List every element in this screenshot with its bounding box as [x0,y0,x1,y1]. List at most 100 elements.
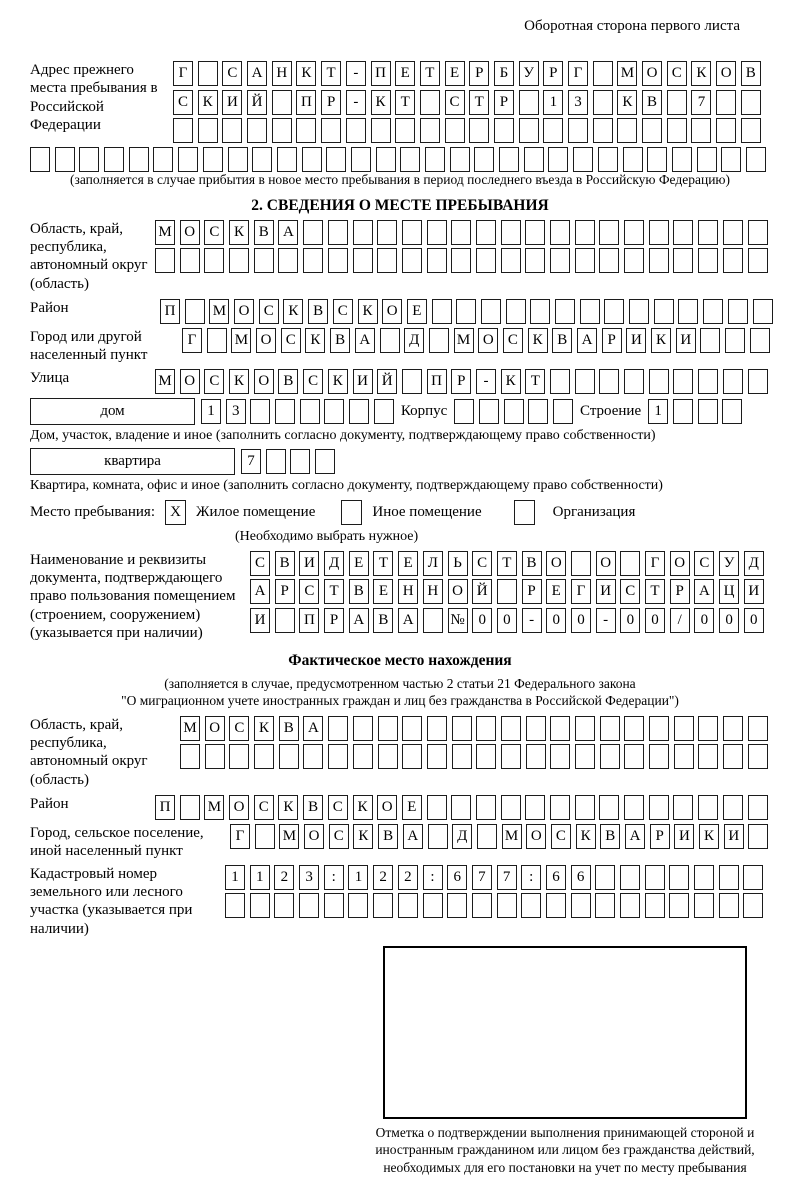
char-cell[interactable]: К [254,715,275,741]
char-cell[interactable] [740,118,761,143]
char-cell[interactable]: О [478,328,499,354]
char-cell[interactable] [252,147,273,172]
char-cell[interactable]: Б [493,61,514,86]
char-cell[interactable] [326,147,347,172]
char-cell[interactable] [624,795,645,821]
char-cell[interactable]: С [303,368,324,394]
char-cell[interactable] [721,147,742,172]
char-cell[interactable]: 1 [225,864,245,890]
char-cell[interactable]: Г [182,328,202,354]
char-cell[interactable] [204,248,225,274]
char-cell[interactable] [315,448,336,474]
char-cell[interactable] [669,893,690,919]
char-cell[interactable]: Г [173,61,193,86]
char-cell[interactable] [54,147,75,172]
char-cell[interactable] [696,147,717,172]
char-cell[interactable]: В [303,795,324,821]
char-cell[interactable] [747,248,768,274]
char-cell[interactable] [599,744,620,770]
char-cell[interactable]: О [447,579,468,605]
char-cell[interactable]: В [278,715,299,741]
char-cell[interactable]: А [247,61,268,86]
char-cell[interactable]: 0 [620,607,641,633]
char-cell[interactable] [447,893,468,919]
char-cell[interactable] [427,824,448,850]
char-cell[interactable] [444,118,465,143]
char-cell[interactable]: К [370,89,391,115]
char-cell[interactable]: Е [401,795,422,821]
char-cell[interactable]: А [402,824,423,850]
char-cell[interactable] [570,550,591,576]
char-cell[interactable] [669,864,690,890]
char-cell[interactable]: О [595,550,616,576]
char-cell[interactable]: К [327,368,348,394]
char-cell[interactable] [229,744,250,770]
char-cell[interactable]: К [197,89,218,115]
char-cell[interactable] [599,368,620,394]
checkbox-residential[interactable]: X [165,499,186,525]
char-cell[interactable]: О [642,61,663,86]
char-cell[interactable] [648,795,669,821]
char-cell[interactable]: Р [601,328,622,354]
char-cell[interactable] [543,118,564,143]
char-cell[interactable] [747,219,768,245]
char-cell[interactable] [747,368,768,394]
char-cell[interactable] [471,893,492,919]
char-cell[interactable]: О [526,824,547,850]
char-cell[interactable] [694,893,715,919]
char-cell[interactable]: Й [377,368,398,394]
char-cell[interactable]: - [521,607,542,633]
char-cell[interactable]: У [719,550,740,576]
char-cell[interactable] [493,118,514,143]
char-cell[interactable] [678,299,699,325]
char-cell[interactable] [624,219,645,245]
char-cell[interactable]: Р [451,368,472,394]
char-cell[interactable] [743,864,764,890]
char-cell[interactable]: К [651,328,672,354]
char-cell[interactable] [500,219,521,245]
char-cell[interactable]: 1 [249,864,270,890]
char-cell[interactable]: К [357,299,378,325]
char-cell[interactable]: Г [570,579,591,605]
char-cell[interactable] [555,299,575,325]
char-cell[interactable]: 0 [472,607,493,633]
char-cell[interactable] [303,744,324,770]
char-cell[interactable]: К [691,61,712,86]
char-cell[interactable]: Д [324,550,345,576]
char-cell[interactable]: С [204,368,225,394]
char-cell[interactable] [454,398,475,424]
char-cell[interactable] [500,248,521,274]
char-cell[interactable] [104,147,125,172]
char-cell[interactable] [402,744,423,770]
char-cell[interactable] [545,893,566,919]
char-cell[interactable]: С [666,61,687,86]
char-cell[interactable] [653,299,674,325]
char-cell[interactable] [349,398,370,424]
char-cell[interactable] [179,795,200,821]
char-cell[interactable]: О [382,299,403,325]
char-cell[interactable] [723,744,744,770]
char-cell[interactable]: М [279,824,300,850]
char-cell[interactable] [478,398,499,424]
char-cell[interactable]: С [229,715,250,741]
char-cell[interactable]: Т [525,368,546,394]
char-cell[interactable] [475,795,496,821]
char-cell[interactable]: М [617,61,638,86]
char-cell[interactable] [153,147,174,172]
char-cell[interactable]: В [521,550,542,576]
char-cell[interactable]: Т [419,61,440,86]
char-cell[interactable] [579,299,600,325]
char-cell[interactable] [718,893,739,919]
char-cell[interactable]: Р [274,579,295,605]
char-cell[interactable]: С [472,550,493,576]
char-cell[interactable] [377,248,398,274]
char-cell[interactable] [698,248,719,274]
char-cell[interactable]: Т [324,579,345,605]
char-cell[interactable]: С [253,795,274,821]
char-cell[interactable] [599,795,620,821]
char-cell[interactable] [204,744,225,770]
char-cell[interactable]: А [250,579,270,605]
char-cell[interactable] [505,299,526,325]
char-cell[interactable] [550,248,570,274]
char-cell[interactable] [377,744,398,770]
